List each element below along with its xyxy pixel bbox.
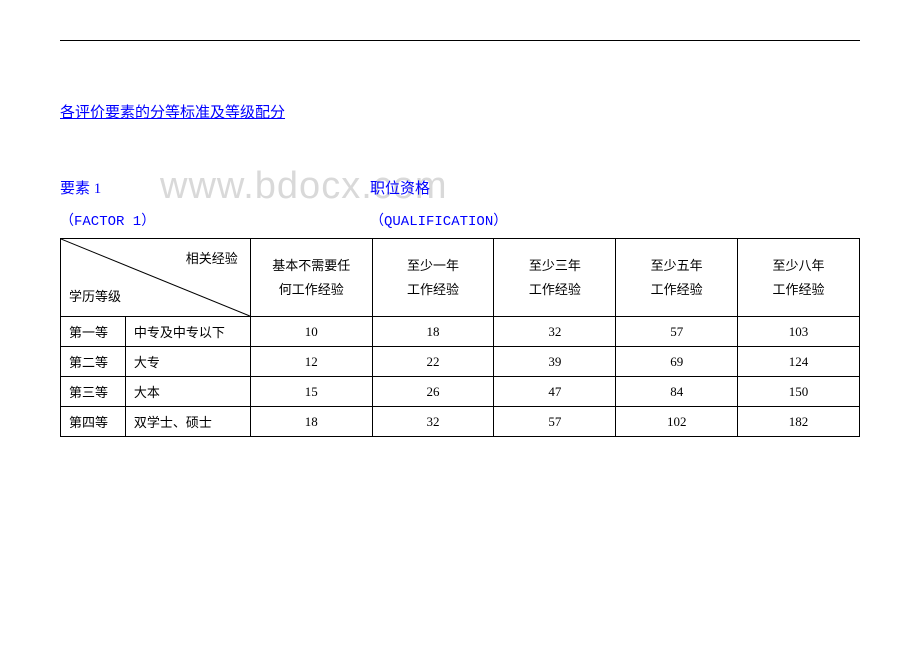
value-cell: 57 bbox=[494, 407, 616, 437]
exp-header-1-line2: 工作经验 bbox=[407, 282, 459, 297]
value-cell: 84 bbox=[616, 377, 738, 407]
level-cell: 第二等 bbox=[61, 347, 126, 377]
level-cell: 第一等 bbox=[61, 317, 126, 347]
edu-cell: 大专 bbox=[125, 347, 250, 377]
exp-header-3-line1: 至少五年 bbox=[651, 258, 703, 273]
qualification-en: （QUALIFICATION） bbox=[370, 210, 860, 230]
exp-header-2: 至少三年 工作经验 bbox=[494, 239, 616, 317]
exp-header-2-line1: 至少三年 bbox=[529, 258, 581, 273]
table-header-row: 相关经验 学历等级 基本不需要任 何工作经验 至少一年 工作经验 至少三年 工作… bbox=[61, 239, 860, 317]
diag-header-top: 相关经验 bbox=[186, 247, 238, 270]
subtitle-row-2: （FACTOR 1） （QUALIFICATION） bbox=[60, 210, 860, 230]
exp-header-0-line2: 何工作经验 bbox=[279, 282, 344, 297]
value-cell: 10 bbox=[250, 317, 372, 347]
value-cell: 102 bbox=[616, 407, 738, 437]
table-row: 第三等 大本 15 26 47 84 150 bbox=[61, 377, 860, 407]
evaluation-table-container: 相关经验 学历等级 基本不需要任 何工作经验 至少一年 工作经验 至少三年 工作… bbox=[60, 238, 860, 437]
subtitle-row-1: 要素 1 职位资格 bbox=[60, 177, 860, 198]
value-cell: 182 bbox=[738, 407, 860, 437]
value-cell: 18 bbox=[250, 407, 372, 437]
exp-header-0: 基本不需要任 何工作经验 bbox=[250, 239, 372, 317]
value-cell: 69 bbox=[616, 347, 738, 377]
edu-cell: 大本 bbox=[125, 377, 250, 407]
value-cell: 150 bbox=[738, 377, 860, 407]
value-cell: 32 bbox=[372, 407, 494, 437]
exp-header-2-line2: 工作经验 bbox=[529, 282, 581, 297]
exp-header-1-line1: 至少一年 bbox=[407, 258, 459, 273]
edu-cell: 中专及中专以下 bbox=[125, 317, 250, 347]
value-cell: 32 bbox=[494, 317, 616, 347]
value-cell: 26 bbox=[372, 377, 494, 407]
value-cell: 47 bbox=[494, 377, 616, 407]
value-cell: 57 bbox=[616, 317, 738, 347]
level-cell: 第三等 bbox=[61, 377, 126, 407]
value-cell: 22 bbox=[372, 347, 494, 377]
diag-header-bottom: 学历等级 bbox=[69, 285, 121, 308]
value-cell: 12 bbox=[250, 347, 372, 377]
factor-label: 要素 1 bbox=[60, 177, 370, 198]
page-title: 各评价要素的分等标准及等级配分 bbox=[60, 101, 860, 122]
exp-header-4: 至少八年 工作经验 bbox=[738, 239, 860, 317]
factor-en: （FACTOR 1） bbox=[60, 210, 370, 230]
exp-header-1: 至少一年 工作经验 bbox=[372, 239, 494, 317]
exp-header-4-line2: 工作经验 bbox=[773, 282, 825, 297]
exp-header-4-line1: 至少八年 bbox=[773, 258, 825, 273]
table-row: 第四等 双学士、硕士 18 32 57 102 182 bbox=[61, 407, 860, 437]
evaluation-table: 相关经验 学历等级 基本不需要任 何工作经验 至少一年 工作经验 至少三年 工作… bbox=[60, 238, 860, 437]
value-cell: 124 bbox=[738, 347, 860, 377]
level-cell: 第四等 bbox=[61, 407, 126, 437]
value-cell: 15 bbox=[250, 377, 372, 407]
table-row: 第二等 大专 12 22 39 69 124 bbox=[61, 347, 860, 377]
value-cell: 18 bbox=[372, 317, 494, 347]
exp-header-3-line2: 工作经验 bbox=[651, 282, 703, 297]
edu-cell: 双学士、硕士 bbox=[125, 407, 250, 437]
value-cell: 39 bbox=[494, 347, 616, 377]
diagonal-header-cell: 相关经验 学历等级 bbox=[61, 239, 251, 317]
value-cell: 103 bbox=[738, 317, 860, 347]
table-row: 第一等 中专及中专以下 10 18 32 57 103 bbox=[61, 317, 860, 347]
qualification-label: 职位资格 bbox=[370, 177, 860, 198]
exp-header-3: 至少五年 工作经验 bbox=[616, 239, 738, 317]
page-top-border bbox=[60, 40, 860, 41]
exp-header-0-line1: 基本不需要任 bbox=[272, 258, 350, 273]
